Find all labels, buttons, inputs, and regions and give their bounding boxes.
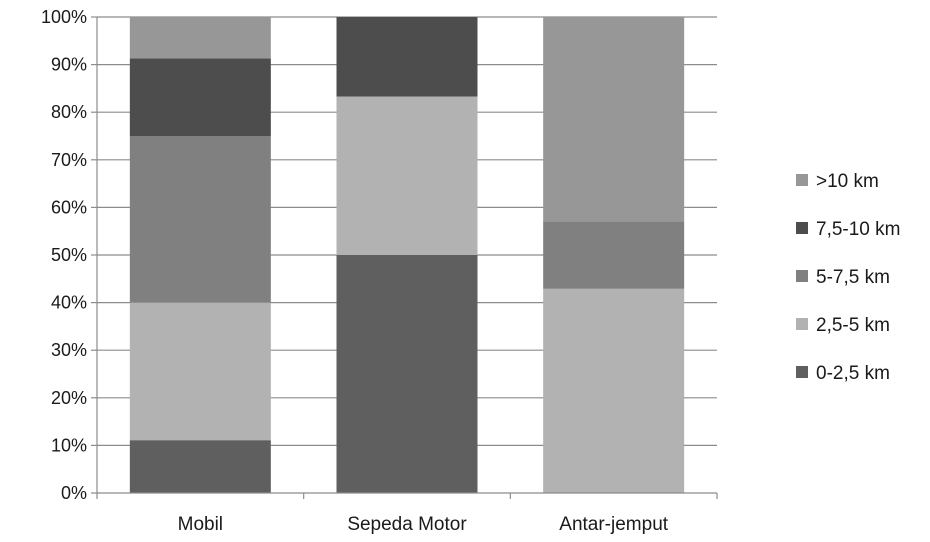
y-tick-label: 100% [41,7,87,27]
legend-swatch [796,222,808,234]
y-tick-label: 40% [51,293,87,313]
y-tick-label: 90% [51,55,87,75]
x-category-label: Mobil [178,514,223,535]
legend-label: 7,5-10 km [816,219,900,240]
bar-segment [129,302,271,441]
y-tick-label: 60% [51,197,87,217]
y-tick-label: 20% [51,388,87,408]
bar-segment [543,221,685,289]
bar-segment [543,288,685,493]
y-axis-ticks: 0% 10% 20% 30% 40% 50% 60% 70% 80% 90% 100% [41,7,97,503]
bar-segment [129,58,271,136]
bar-segment [129,17,271,59]
bar-segment [336,96,478,255]
x-axis-categories: Mobil Sepeda Motor Antar-jemput [178,514,669,535]
legend-label: >10 km [816,171,879,192]
y-tick-label: 70% [51,150,87,170]
bar-segment [129,136,271,303]
legend-swatch [796,270,808,282]
bar-segment [336,17,478,97]
legend-swatch [796,318,808,330]
x-category-label: Antar-jemput [559,514,668,535]
y-tick-label: 50% [51,245,87,265]
legend-swatch [796,174,808,186]
legend-label: 5-7,5 km [816,267,890,288]
y-tick-label: 10% [51,435,87,455]
y-tick-label: 0% [61,483,87,503]
legend: >10 km 7,5-10 km 5-7,5 km 2,5-5 km 0-2,5 km [796,171,900,384]
y-tick-label: 80% [51,102,87,122]
y-tick-label: 30% [51,340,87,360]
bar-stacks [129,17,685,493]
x-category-label: Sepeda Motor [347,514,467,535]
bar-segment [543,17,685,222]
legend-label: 0-2,5 km [816,363,890,384]
legend-label: 2,5-5 km [816,315,890,336]
legend-swatch [796,366,808,378]
bar-segment [129,440,271,493]
bar-segment [336,255,478,493]
